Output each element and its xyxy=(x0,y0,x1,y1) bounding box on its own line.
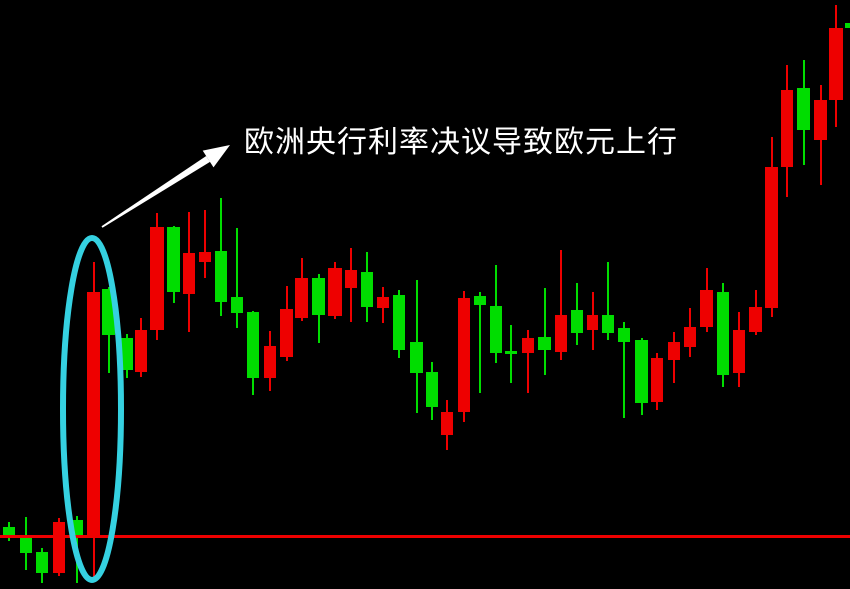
candle-body xyxy=(121,338,133,370)
candle-body xyxy=(845,23,850,28)
annotation-text: 欧洲央行利率决议导致欧元上行 xyxy=(244,126,678,159)
candle-body xyxy=(797,88,810,130)
candle-body xyxy=(733,330,745,373)
candle-body xyxy=(602,315,614,333)
candle-body xyxy=(345,270,357,288)
candle-body xyxy=(328,268,342,316)
candle-body xyxy=(781,90,793,167)
candle-body xyxy=(474,296,486,305)
candle-body xyxy=(183,253,195,294)
candle-wick xyxy=(236,228,238,328)
candle-body xyxy=(635,340,648,403)
candle-body xyxy=(312,278,325,315)
candle-body xyxy=(684,327,696,347)
candle-body xyxy=(361,272,373,307)
candle-body xyxy=(505,351,517,354)
candle-body xyxy=(3,527,15,538)
candle-wick xyxy=(623,322,625,418)
candle-body xyxy=(36,552,48,573)
support-line xyxy=(0,535,850,538)
candle-body xyxy=(410,342,423,373)
candle-body xyxy=(199,252,211,262)
candle-body xyxy=(167,227,180,292)
candle-body xyxy=(264,346,276,378)
candle-body xyxy=(458,298,470,412)
candle-body xyxy=(393,295,405,350)
candle-wick xyxy=(527,330,529,393)
candle-body xyxy=(71,520,83,535)
candle-body xyxy=(426,372,438,407)
candle-body xyxy=(295,278,308,318)
candle-body xyxy=(587,315,598,330)
candle-body xyxy=(668,342,680,360)
candle-body xyxy=(571,310,583,333)
candle-body xyxy=(215,251,227,302)
candle-body xyxy=(618,328,630,342)
candle-body xyxy=(377,297,389,308)
candle-wick xyxy=(560,250,562,360)
candle-body xyxy=(441,412,453,435)
candle-body xyxy=(87,292,100,535)
candle-body xyxy=(102,289,115,335)
candle-wick xyxy=(479,292,481,393)
candle-body xyxy=(765,167,778,308)
candle-body xyxy=(814,100,827,140)
candle-body xyxy=(53,522,65,573)
candle-body xyxy=(555,315,567,352)
candle-body xyxy=(651,358,663,402)
candle-wick xyxy=(607,262,609,340)
candle-body xyxy=(247,312,259,378)
candle-wick xyxy=(543,288,546,375)
candle-body xyxy=(150,227,164,330)
candle-body xyxy=(280,309,293,357)
candle-body xyxy=(717,292,729,375)
candle-body xyxy=(490,306,502,353)
candle-body xyxy=(749,307,762,332)
candle-body xyxy=(135,330,147,372)
candle-body xyxy=(829,28,843,100)
candle-wick xyxy=(204,210,206,278)
candle-body xyxy=(231,297,243,313)
candle-body xyxy=(20,538,32,553)
candle-body xyxy=(700,290,713,327)
candle-body xyxy=(538,337,551,350)
candle-wick xyxy=(510,325,512,383)
candle-body xyxy=(522,338,534,353)
